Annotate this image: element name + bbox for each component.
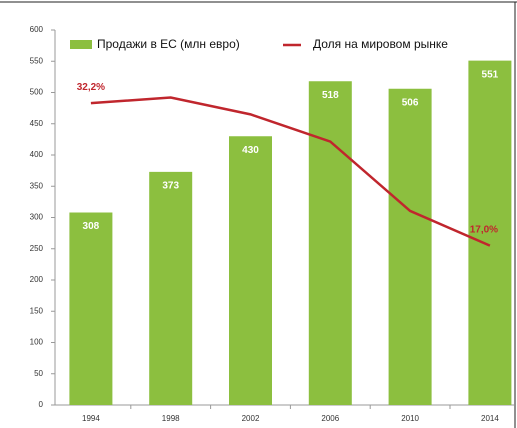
line-label: 32,2% <box>77 82 105 93</box>
y-tick-label: 550 <box>30 56 44 65</box>
x-tick-label: 2014 <box>481 414 499 423</box>
bar <box>229 136 272 405</box>
y-tick-label: 150 <box>30 306 44 315</box>
y-tick-label: 400 <box>30 150 44 159</box>
bar <box>149 171 193 405</box>
x-tick-label: 1998 <box>162 414 180 423</box>
y-tick-label: 250 <box>30 244 44 253</box>
bar <box>308 81 352 405</box>
bar-label: 518 <box>322 90 339 101</box>
bar-label: 551 <box>482 69 499 80</box>
y-tick-label: 600 <box>30 25 44 34</box>
y-tick-label: 0 <box>39 400 44 409</box>
x-tick-label: 2010 <box>401 414 419 423</box>
y-tick-label: 50 <box>34 369 43 378</box>
legend-label: Доля на мировом рынке <box>313 37 448 51</box>
line <box>90 96 491 247</box>
bar-label: 430 <box>242 145 259 156</box>
bar <box>468 60 512 405</box>
bar <box>388 88 432 405</box>
y-tick-label: 500 <box>30 88 44 97</box>
y-tick-label: 350 <box>30 181 44 190</box>
y-tick-label: 300 <box>30 213 44 222</box>
y-tick-label: 200 <box>30 275 44 284</box>
x-tick-label: 2006 <box>321 414 339 423</box>
bar-label: 373 <box>162 181 179 192</box>
legend-swatch <box>70 40 92 49</box>
y-tick-label: 100 <box>30 338 44 347</box>
bar-label: 506 <box>402 97 419 108</box>
x-tick-label: 2002 <box>242 414 260 423</box>
bar-label: 308 <box>83 221 100 232</box>
line-label: 17,0% <box>470 224 498 235</box>
y-tick-label: 450 <box>30 119 44 128</box>
x-tick-label: 1994 <box>82 414 100 423</box>
legend-label: Продажи в ЕС (млн евро) <box>97 37 240 51</box>
bar <box>69 212 113 405</box>
